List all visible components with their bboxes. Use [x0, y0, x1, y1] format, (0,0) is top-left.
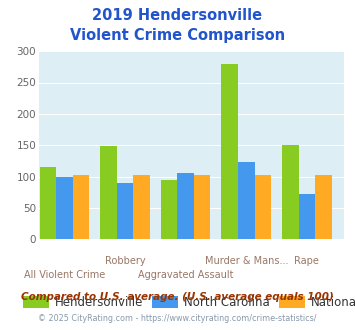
Bar — [238, 162, 255, 239]
Bar — [40, 167, 56, 239]
Bar — [299, 194, 315, 239]
Bar — [161, 180, 178, 239]
Text: Compared to U.S. average. (U.S. average equals 100): Compared to U.S. average. (U.S. average … — [21, 292, 334, 302]
Bar — [133, 175, 150, 239]
Text: Rape: Rape — [294, 256, 319, 266]
Bar — [282, 145, 299, 239]
Bar — [194, 175, 211, 239]
Legend: Hendersonville, North Carolina, National: Hendersonville, North Carolina, National — [18, 291, 355, 314]
Bar — [73, 175, 89, 239]
Text: Aggravated Assault: Aggravated Assault — [138, 270, 234, 280]
Text: 2019 Hendersonville: 2019 Hendersonville — [92, 8, 263, 23]
Text: © 2025 CityRating.com - https://www.cityrating.com/crime-statistics/: © 2025 CityRating.com - https://www.city… — [38, 314, 317, 323]
Bar — [117, 183, 133, 239]
Bar — [178, 174, 194, 239]
Bar — [315, 175, 332, 239]
Text: All Violent Crime: All Violent Crime — [24, 270, 105, 280]
Text: Murder & Mans...: Murder & Mans... — [204, 256, 288, 266]
Text: Robbery: Robbery — [105, 256, 146, 266]
Bar — [56, 177, 73, 239]
Bar — [222, 64, 238, 239]
Text: Violent Crime Comparison: Violent Crime Comparison — [70, 28, 285, 43]
Bar — [100, 147, 117, 239]
Bar — [255, 175, 271, 239]
